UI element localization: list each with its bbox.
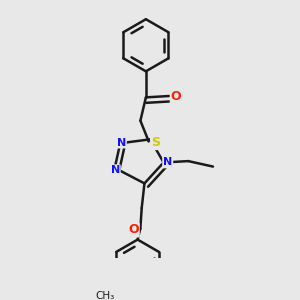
Text: O: O — [171, 89, 182, 103]
Text: N: N — [117, 138, 126, 148]
Text: O: O — [128, 224, 139, 236]
Text: N: N — [110, 165, 120, 175]
Text: S: S — [151, 136, 160, 149]
Text: CH₃: CH₃ — [96, 291, 115, 300]
Text: N: N — [163, 158, 172, 167]
